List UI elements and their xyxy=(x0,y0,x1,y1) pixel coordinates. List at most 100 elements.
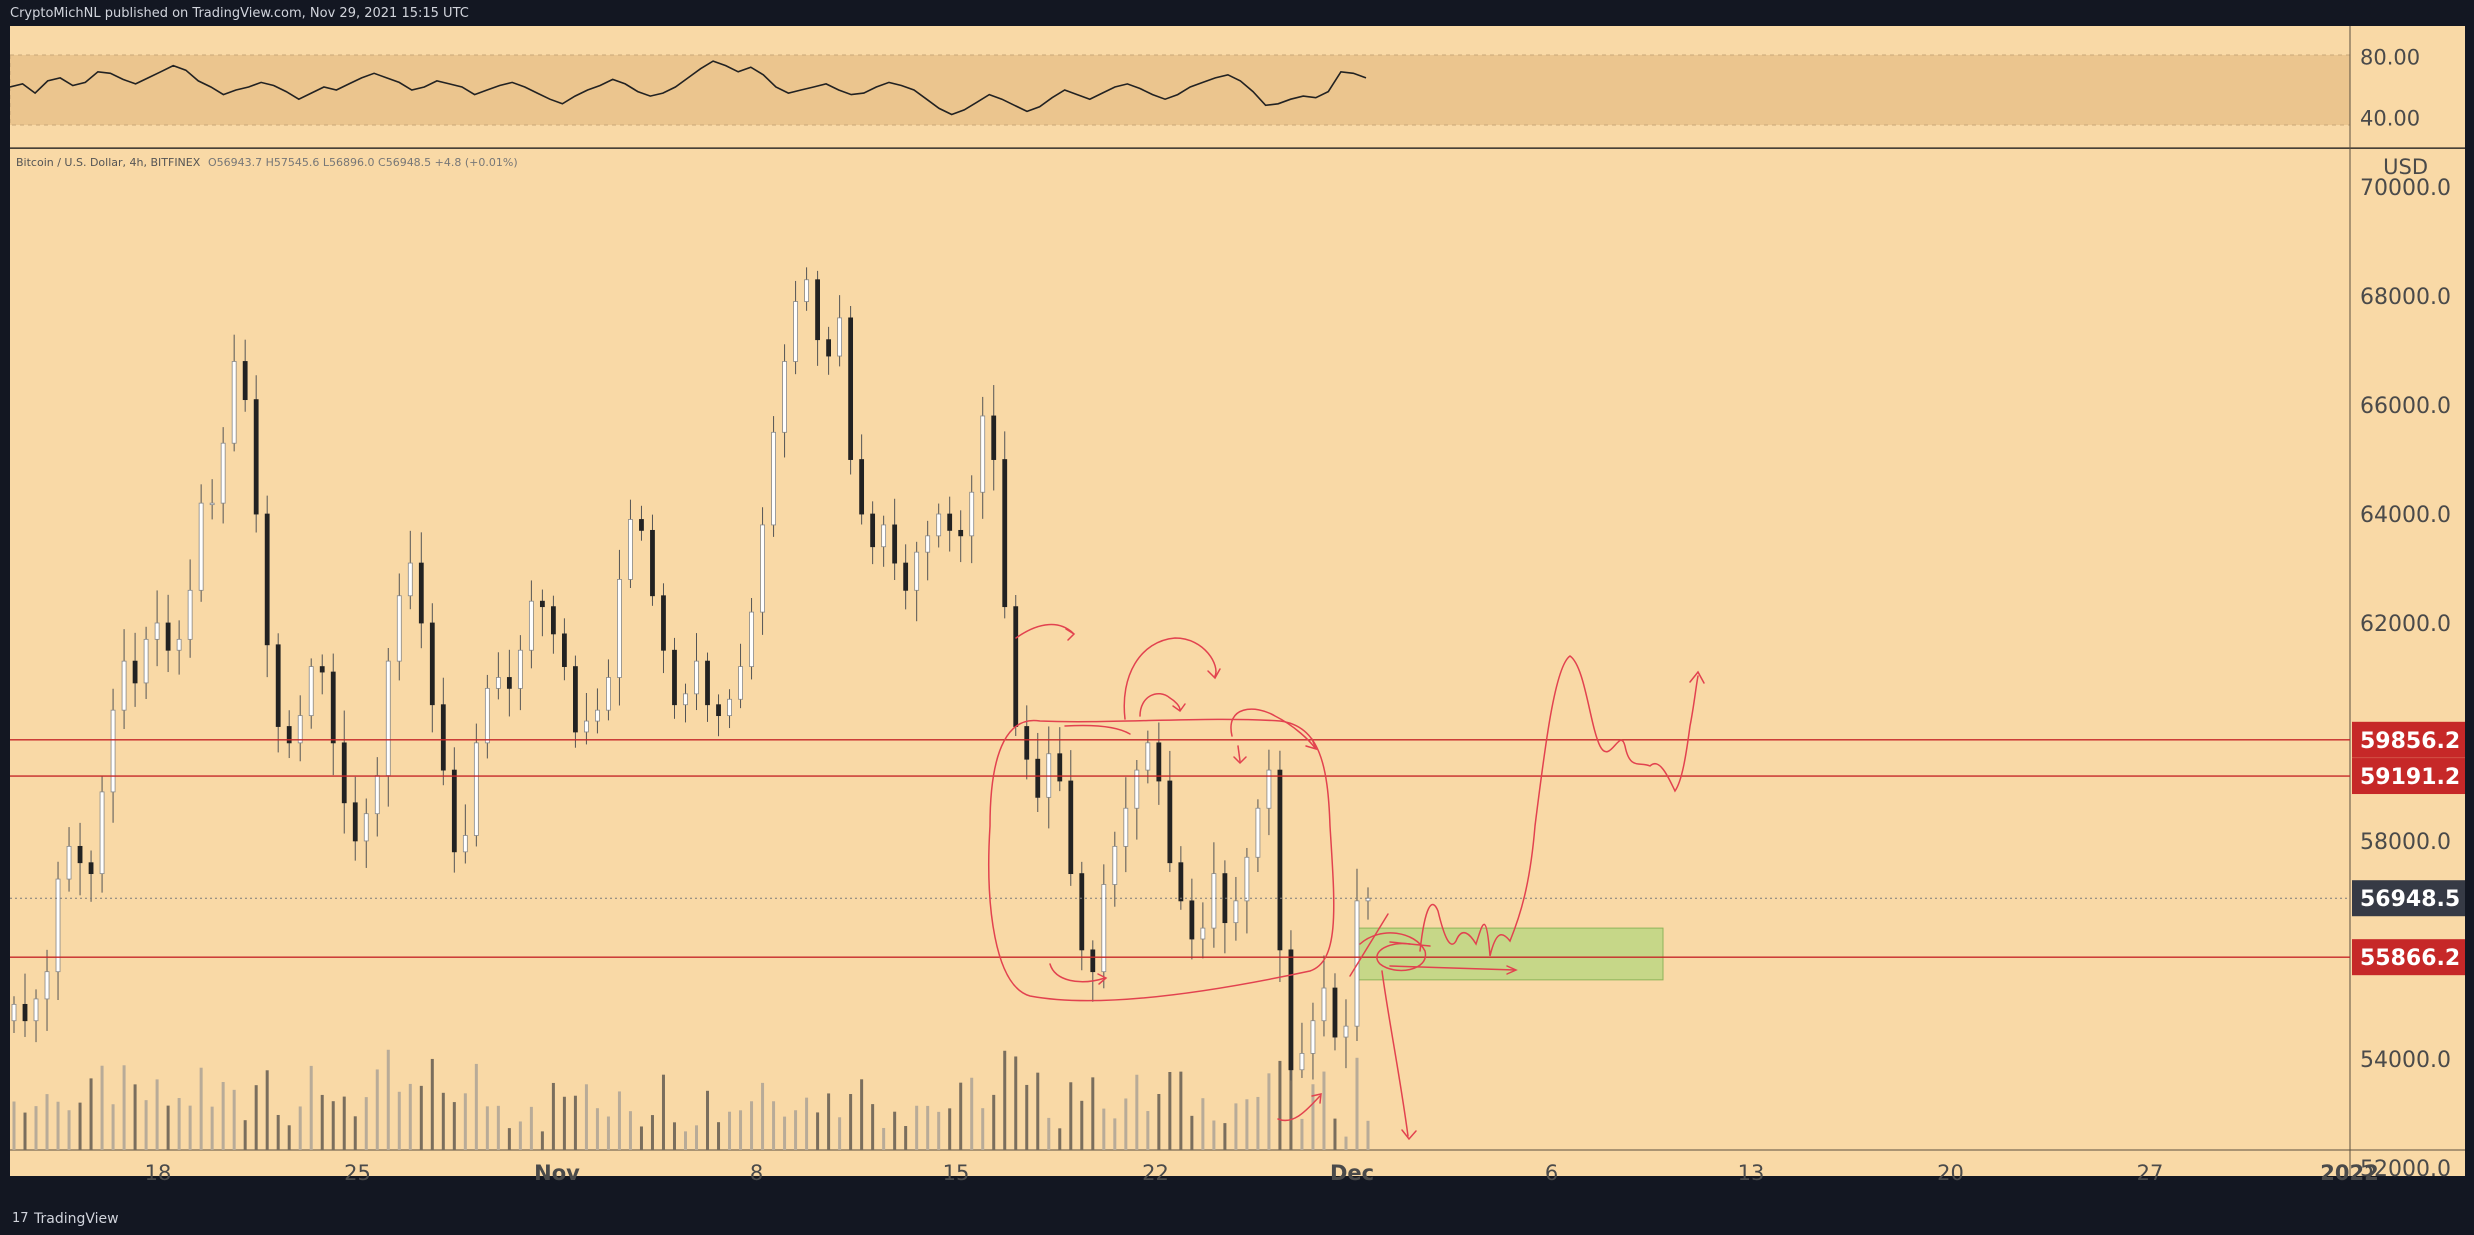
volume-bar xyxy=(309,1065,313,1150)
candle-body xyxy=(672,649,677,706)
volume-bar xyxy=(397,1091,401,1150)
price-tick-label: 62000.0 xyxy=(2360,612,2451,637)
volume-bar xyxy=(518,1121,522,1150)
candle-body xyxy=(517,649,523,689)
volume-bar xyxy=(893,1111,897,1150)
chart-svg[interactable]: 80.00 40.00 Bitcoin / U.S. Dollar, 4h, BI… xyxy=(10,26,2465,1200)
volume-bar xyxy=(915,1105,919,1150)
volume-bar xyxy=(485,1106,489,1150)
volume-bar xyxy=(375,1069,379,1150)
price-line-badge xyxy=(2352,939,2465,976)
volume-bar xyxy=(584,1084,588,1150)
candle-body xyxy=(209,502,215,506)
arc-arrow-3 xyxy=(1139,693,1181,717)
volume-bar xyxy=(320,1094,324,1150)
volume-bar xyxy=(650,1115,654,1150)
time-tick-label: 15 xyxy=(943,1161,970,1185)
candle-body xyxy=(870,513,876,548)
tradingview-brand: TradingView xyxy=(34,1211,119,1227)
volume-bar xyxy=(243,1120,247,1150)
candle-body xyxy=(440,704,446,771)
time-tick-label: Nov xyxy=(534,1161,580,1185)
candle-body xyxy=(286,726,292,744)
footer-bar: 17 TradingView xyxy=(0,1200,2474,1235)
volume-bar xyxy=(970,1077,974,1150)
candle-body xyxy=(539,600,545,608)
candle-body xyxy=(11,1003,17,1022)
volume-bar xyxy=(331,1101,335,1150)
rsi-tick-label: 40.00 xyxy=(2360,107,2420,131)
candle-body xyxy=(484,687,490,744)
candle-body xyxy=(198,502,204,591)
volume-bar xyxy=(386,1049,390,1150)
candle-body xyxy=(1035,758,1041,798)
volume-bar xyxy=(926,1105,930,1150)
volume-bar xyxy=(1234,1103,1238,1150)
volume-bar xyxy=(1124,1098,1128,1150)
price-tick-label: 68000.0 xyxy=(2360,285,2451,310)
volume-bar xyxy=(937,1111,941,1150)
candle-body xyxy=(1057,753,1063,782)
candle-body xyxy=(363,813,369,842)
time-tick-label: 13 xyxy=(1738,1161,1765,1185)
candle-body xyxy=(1013,606,1019,727)
volume-bar xyxy=(728,1111,732,1150)
volume-bar xyxy=(805,1097,809,1150)
candle-body xyxy=(837,317,843,357)
candle-body xyxy=(1310,1020,1316,1054)
volume-bar xyxy=(772,1101,776,1150)
volume-bar xyxy=(1223,1123,1227,1150)
candle-body xyxy=(1090,949,1096,973)
price-tick-label: 52000.0 xyxy=(2360,1157,2451,1182)
candle-body xyxy=(550,606,556,635)
volume-bar xyxy=(904,1126,908,1150)
volume-bar xyxy=(188,1105,192,1150)
arc-arrow-5-head xyxy=(1233,756,1247,765)
volume-bar xyxy=(1190,1115,1194,1150)
candle-body xyxy=(771,431,776,526)
candle-body xyxy=(451,769,457,853)
candle-body xyxy=(143,638,149,684)
candle-body xyxy=(220,442,226,504)
volume-bar xyxy=(695,1125,699,1150)
ohlc-legend: O56943.7 H57545.6 L56896.0 C56948.5 +4.8… xyxy=(208,156,518,169)
volume-bar xyxy=(981,1108,985,1150)
candle-body xyxy=(385,660,391,776)
volume-bar xyxy=(254,1085,258,1150)
volume-bar xyxy=(342,1096,346,1150)
candle-body xyxy=(650,529,655,597)
candle-body xyxy=(639,519,644,531)
candle-body xyxy=(1134,769,1140,809)
retest-arrow xyxy=(1389,941,1431,947)
volume-bar xyxy=(67,1110,71,1150)
arc-arrow-3-head xyxy=(1172,703,1186,713)
volume-bar xyxy=(89,1078,93,1150)
candle-body xyxy=(903,562,909,591)
arc-arrow-2 xyxy=(1123,637,1217,720)
time-tick-label: 8 xyxy=(750,1161,763,1185)
volume-bar xyxy=(1278,1060,1282,1150)
candle-body xyxy=(848,317,854,460)
volume-bar xyxy=(860,1079,864,1150)
chart-area[interactable]: 80.00 40.00 Bitcoin / U.S. Dollar, 4h, BI… xyxy=(10,26,2465,1200)
time-tick-label: 18 xyxy=(145,1161,172,1185)
candle-body xyxy=(319,666,325,673)
volume-bar xyxy=(1355,1057,1359,1150)
candle-body xyxy=(859,459,865,515)
price-line-badge xyxy=(2352,758,2465,795)
candle-body xyxy=(264,513,270,646)
candle-body xyxy=(1200,927,1206,940)
volume-bar xyxy=(661,1074,665,1150)
candle-body xyxy=(1255,807,1261,858)
volume-bar xyxy=(122,1065,126,1150)
time-tick-label: 27 xyxy=(2137,1161,2164,1185)
volume-bar xyxy=(882,1127,886,1150)
volume-bar xyxy=(1300,1118,1304,1150)
candle-body xyxy=(22,1003,28,1022)
volume-bar xyxy=(540,1131,544,1150)
volume-bar xyxy=(639,1126,643,1150)
candle-body xyxy=(683,693,688,706)
candle-body xyxy=(1288,949,1294,1071)
volume-bar xyxy=(1322,1071,1326,1150)
candle-body xyxy=(573,666,578,733)
